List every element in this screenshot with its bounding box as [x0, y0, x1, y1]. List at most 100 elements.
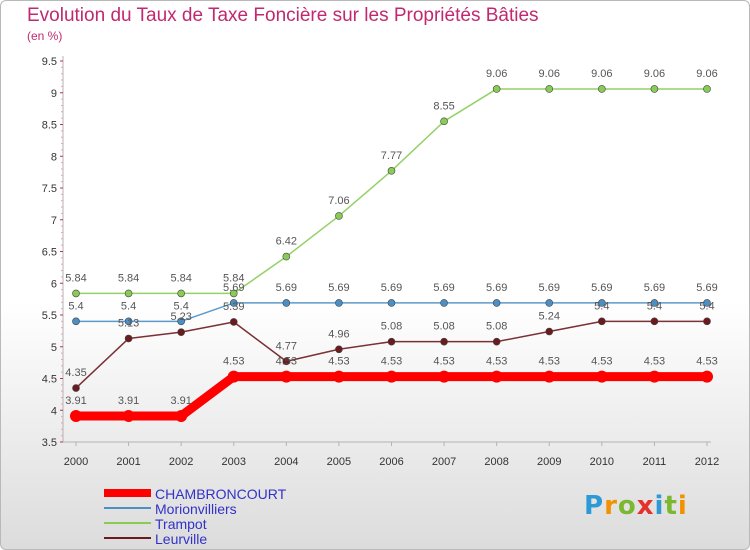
data-point-leurville [177, 328, 185, 336]
data-label-trampot: 6.42 [276, 236, 297, 248]
data-label-morionvilliers: 5.69 [486, 282, 507, 294]
unit-label: (en %) [27, 29, 63, 43]
data-point-trampot [72, 289, 80, 298]
data-label-leurville: 4.35 [65, 367, 86, 379]
data-point-leurville [335, 345, 343, 354]
x-tick-label: 2009 [537, 456, 561, 468]
data-label-trampot: 9.06 [486, 68, 507, 80]
data-label-chambroncourt: 4.53 [381, 356, 402, 368]
data-point-morionvilliers [72, 317, 80, 326]
data-label-trampot: 9.06 [644, 68, 665, 80]
data-label-trampot: 9.06 [696, 68, 717, 80]
y-tick-label: 5 [51, 342, 57, 354]
logo-letter: o [617, 491, 637, 521]
y-tick-label: 3.5 [42, 437, 57, 449]
data-point-chambroncourt [227, 370, 240, 383]
data-point-trampot [492, 85, 501, 93]
data-point-leurville [124, 334, 133, 343]
data-point-trampot [124, 289, 133, 298]
logo-letter: r [604, 491, 618, 521]
data-label-leurville: 4.77 [276, 340, 297, 352]
data-point-chambroncourt [122, 409, 135, 422]
data-point-morionvilliers [387, 299, 396, 307]
y-tick-label: 6 [51, 278, 57, 290]
x-tick-label: 2011 [643, 456, 667, 468]
y-tick-label: 5.5 [42, 310, 57, 322]
data-label-chambroncourt: 4.53 [591, 356, 612, 368]
data-label-leurville: 5.39 [223, 301, 244, 313]
data-label-morionvilliers: 5.69 [433, 282, 454, 294]
data-label-morionvilliers: 5.4 [121, 300, 136, 312]
data-label-morionvilliers: 5.69 [591, 282, 612, 294]
data-point-trampot [650, 85, 659, 93]
data-point-morionvilliers [650, 299, 659, 307]
data-point-leurville [282, 357, 291, 366]
y-tick-label: 7.5 [42, 183, 57, 195]
data-point-morionvilliers [282, 299, 291, 307]
data-label-morionvilliers: 5.69 [644, 282, 665, 294]
data-point-trampot [598, 85, 606, 93]
data-point-chambroncourt [175, 409, 188, 422]
data-point-chambroncourt [332, 370, 345, 383]
data-label-leurville: 5.4 [647, 300, 662, 312]
data-label-chambroncourt: 3.91 [170, 395, 191, 407]
x-tick-label: 2005 [327, 456, 351, 468]
logo-letter: P [584, 491, 605, 521]
x-tick-label: 2010 [590, 456, 614, 468]
data-point-leurville [598, 317, 606, 326]
data-point-chambroncourt [70, 409, 82, 422]
data-point-trampot [282, 252, 291, 261]
data-point-morionvilliers [545, 299, 554, 307]
data-label-leurville: 4.96 [328, 328, 349, 340]
series-line-trampot [75, 88, 708, 295]
x-tick-label: 2008 [484, 456, 508, 468]
data-label-morionvilliers: 5.4 [174, 300, 189, 312]
data-point-leurville [650, 317, 659, 326]
data-point-chambroncourt [280, 370, 293, 383]
data-label-trampot: 7.06 [328, 195, 349, 207]
data-label-leurville: 5.4 [699, 300, 714, 312]
data-label-morionvilliers: 5.69 [276, 282, 297, 294]
y-tick-label: 9 [51, 88, 57, 100]
logo-letter: t [664, 491, 678, 521]
data-point-chambroncourt [438, 370, 451, 383]
data-label-chambroncourt: 3.91 [118, 395, 139, 407]
logo-letter: i [654, 491, 665, 521]
x-tick-label: 2003 [222, 456, 246, 468]
logo-letter: x [636, 491, 655, 521]
data-label-chambroncourt: 4.53 [644, 356, 665, 368]
data-label-morionvilliers: 5.69 [381, 282, 402, 294]
data-point-chambroncourt [701, 370, 713, 383]
data-label-chambroncourt: 4.53 [223, 356, 244, 368]
data-label-morionvilliers: 5.69 [223, 282, 244, 294]
data-label-leurville: 5.08 [433, 321, 454, 333]
data-point-trampot [440, 117, 448, 126]
data-point-trampot [335, 212, 343, 220]
x-tick-label: 2007 [432, 456, 456, 468]
data-point-chambroncourt [595, 370, 608, 383]
y-tick-label: 8 [51, 151, 57, 163]
data-label-trampot: 5.84 [170, 272, 191, 284]
data-point-chambroncourt [385, 370, 398, 383]
data-label-chambroncourt: 3.91 [65, 395, 86, 407]
y-tick-label: 4 [51, 405, 57, 417]
data-point-morionvilliers [703, 299, 711, 307]
data-label-trampot: 5.84 [223, 272, 244, 284]
data-point-morionvilliers [229, 299, 238, 307]
data-point-leurville [440, 337, 448, 346]
data-label-chambroncourt: 4.53 [276, 356, 297, 368]
data-label-leurville: 5.08 [381, 321, 402, 333]
data-point-leurville [492, 337, 501, 346]
x-tick-label: 2002 [169, 456, 193, 468]
data-label-chambroncourt: 4.53 [433, 356, 454, 368]
data-point-leurville [229, 318, 238, 326]
data-label-morionvilliers: 5.69 [539, 282, 560, 294]
legend-label-leurville: Leurville [155, 531, 207, 547]
y-tick-label: 8.5 [42, 120, 57, 132]
data-point-leurville [387, 337, 396, 346]
x-tick-label: 2006 [379, 456, 403, 468]
data-point-trampot [229, 289, 238, 298]
chart-title: Evolution du Taux de Taxe Foncière sur l… [27, 5, 539, 26]
